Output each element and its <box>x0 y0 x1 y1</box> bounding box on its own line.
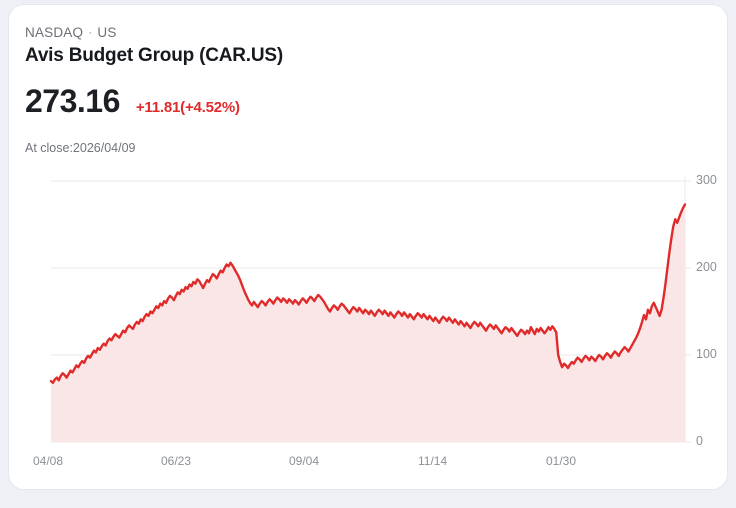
current-price: 273.16 <box>25 83 120 119</box>
separator-dot: · <box>88 25 93 39</box>
stock-quote-card: NASDAQ · US Avis Budget Group (CAR.US) 273… <box>8 4 728 490</box>
price-change: +11.81(+4.52%) <box>135 99 240 116</box>
chart-canvas <box>49 177 691 443</box>
x-axis-tick-label: 11/14 <box>418 454 448 468</box>
price-chart[interactable]: 0 100 200 300 04/08 06/23 09/04 11/14 01/30 <box>9 163 727 483</box>
exchange-name: NASDAQ <box>25 25 84 40</box>
market-status-note: At close:2026/04/09 <box>25 141 136 155</box>
y-axis-tick-label: 0 <box>696 434 703 448</box>
x-axis-tick-label: 06/23 <box>161 454 192 468</box>
page-title: Avis Budget Group (CAR.US) <box>25 45 283 66</box>
chart-price-line <box>49 203 687 385</box>
chart-area-fill <box>51 204 685 442</box>
y-axis-tick-label: 300 <box>696 173 717 187</box>
x-axis-tick-label: 09/04 <box>289 454 320 468</box>
y-axis-tick-label: 100 <box>696 347 717 361</box>
y-axis-tick-label: 200 <box>696 260 717 274</box>
price-row: 273.16 +11.81(+4.52%) <box>25 83 240 120</box>
region-code: US <box>97 25 117 40</box>
x-axis-tick-label: 01/30 <box>546 454 577 468</box>
exchange-region-line: NASDAQ · US <box>25 25 117 40</box>
x-axis-tick-label: 04/08 <box>33 454 64 468</box>
